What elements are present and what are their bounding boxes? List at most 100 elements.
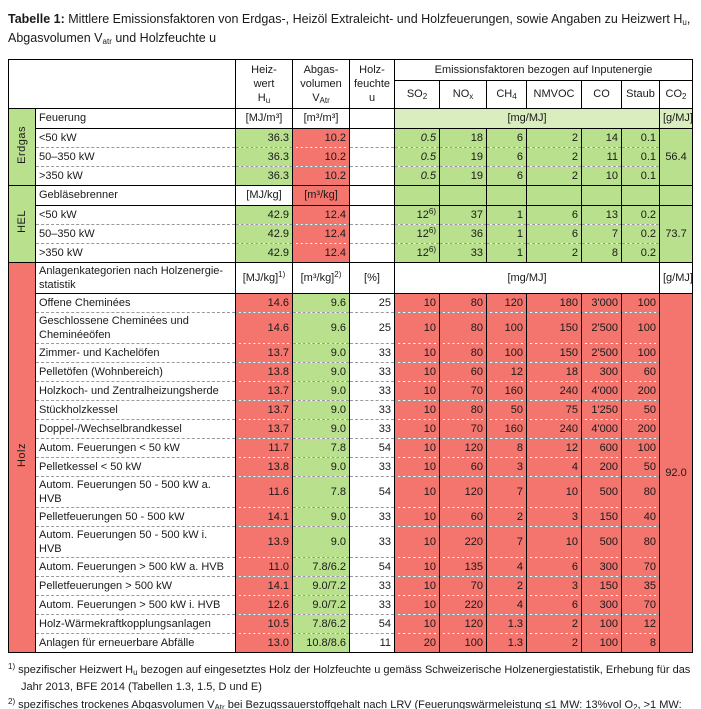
emission-value: 200	[581, 456, 622, 476]
emission-value: 126)	[394, 223, 440, 243]
heizwert-value: 13.8	[235, 456, 293, 476]
column-header-heizwert: Heiz-wert Hu	[235, 58, 293, 108]
row-label: >350 kW	[35, 165, 236, 185]
emission-value: 3	[526, 506, 582, 526]
emission-value: 12	[621, 613, 660, 633]
abgasvolumen-value: 9.0	[292, 399, 350, 419]
holzfeuchte-value	[349, 165, 395, 185]
holzfeuchte-value: 33	[349, 506, 395, 526]
row-label: Autom. Feuerungen > 500 kW i. HVB	[35, 594, 236, 614]
emission-value: 100	[621, 292, 660, 312]
abgasvolumen-value: 9.0	[292, 525, 350, 557]
emission-value: 3	[526, 575, 582, 595]
emission-value: 50	[621, 456, 660, 476]
emission-value: 18	[526, 361, 582, 381]
abgasvolumen-value: 9.0	[292, 361, 350, 381]
abgasvolumen-value: 10.2	[292, 146, 350, 166]
emission-value: 150	[526, 342, 582, 362]
heizwert-unit: [MJ/kg]1)	[235, 261, 293, 293]
row-label: Pelletfeuerungen 50 - 500 kW	[35, 506, 236, 526]
emission-value: 180	[526, 292, 582, 312]
emission-value: 18	[439, 127, 487, 147]
emission-value: 10	[394, 361, 440, 381]
heizwert-value: 42.9	[235, 204, 293, 224]
emission-value: 500	[581, 475, 622, 507]
holzfeuchte-value: 33	[349, 575, 395, 595]
emission-value: 6	[486, 165, 527, 185]
emission-value: 200	[621, 380, 660, 400]
emission-value: 60	[439, 361, 487, 381]
emission-value: 4	[486, 556, 527, 576]
emission-value: 80	[621, 475, 660, 507]
emission-value: 10	[394, 506, 440, 526]
row-label: Geschlossene Cheminées und Cheminéeöfen	[35, 311, 236, 343]
section-holz: Holz Anlagenkategorien nach Holzenergie-s…	[8, 261, 694, 652]
abgasvolumen-value: 9.0	[292, 380, 350, 400]
abgasvolumen-value: 7.8/6.2	[292, 556, 350, 576]
emission-value: 10	[526, 475, 582, 507]
row-label: Autom. Feuerungen < 50 kW	[35, 437, 236, 457]
section-label-text: Erdgas	[16, 125, 28, 164]
row-label: <50 kW	[35, 204, 236, 224]
emission-value: 100	[439, 632, 487, 652]
emission-value: 7	[486, 475, 527, 507]
emission-value: 80	[439, 399, 487, 419]
abgasvolumen-value: 7.8	[292, 437, 350, 457]
header-blank-cell	[8, 58, 236, 108]
emission-value: 1.3	[486, 613, 527, 633]
heizwert-value: 13.7	[235, 399, 293, 419]
emission-value: 10	[394, 418, 440, 438]
emission-value: 1	[486, 204, 527, 224]
row-label: Anlagen für erneuerbare Abfälle	[35, 632, 236, 652]
empty-emission-cell	[658, 184, 694, 205]
row-label: Pelletöfen (Wohnbereich)	[35, 361, 236, 381]
emission-value: 10	[394, 292, 440, 312]
row-label: Holz-Wärmekraftkopplungsanlagen	[35, 613, 236, 633]
emission-value: 80	[439, 292, 487, 312]
heizwert-value: 42.9	[235, 242, 293, 262]
abgasvolumen-unit: [m³/kg]	[292, 184, 350, 205]
emission-value: 200	[621, 418, 660, 438]
column-header-gas-3: NMVOC	[526, 79, 582, 108]
emission-value: 126)	[394, 204, 440, 224]
holzfeuchte-value: 33	[349, 456, 395, 476]
emission-value: 60	[621, 361, 660, 381]
table-title-text: Mittlere Emissionsfaktoren von Erdgas-, …	[8, 12, 691, 46]
emission-value: 6	[526, 556, 582, 576]
footnote-1: 1) spezifischer Heizwert Hu bezogen auf …	[8, 661, 691, 694]
heizwert-value: 13.7	[235, 342, 293, 362]
emission-value: 10	[394, 456, 440, 476]
emission-value: 120	[439, 437, 487, 457]
emission-value: 11	[581, 146, 622, 166]
empty-emission-cell	[394, 184, 440, 205]
emission-value: 120	[486, 292, 527, 312]
abgasvolumen-value: 9.0	[292, 342, 350, 362]
emission-factors-table: Heiz-wert Hu Abgas-volumen VAtr Holz-feuch…	[8, 58, 694, 653]
column-header-abgasvolumen: Abgas-volumen VAtr	[292, 58, 350, 108]
emission-value: 150	[581, 506, 622, 526]
section-label-text: HEL	[16, 210, 28, 233]
emission-value: 10	[394, 594, 440, 614]
heizwert-value: 11.0	[235, 556, 293, 576]
heizwert-unit: [MJ/m³]	[235, 107, 293, 128]
emission-value: 10	[394, 399, 440, 419]
section-label-erdgas: Erdgas	[8, 107, 36, 185]
emission-value: 70	[439, 418, 487, 438]
emission-value: 8	[621, 632, 660, 652]
emission-value: 2'500	[581, 342, 622, 362]
heizwert-unit: [MJ/kg]	[235, 184, 293, 205]
column-header-gas-6: CO2	[658, 79, 694, 108]
emission-value: 10	[394, 475, 440, 507]
abgasvolumen-unit: [m³/kg]2)	[292, 261, 350, 293]
holzfeuchte-value: 54	[349, 613, 395, 633]
column-header-gas-1: NOx	[439, 79, 487, 108]
section-label-holz: Holz	[8, 261, 36, 652]
emission-value: 7	[581, 223, 622, 243]
emission-value: 1.3	[486, 632, 527, 652]
abgasvolumen-value: 7.8/6.2	[292, 613, 350, 633]
emission-value: 0.5	[394, 165, 440, 185]
heizwert-value: 13.7	[235, 380, 293, 400]
emission-value: 80	[439, 311, 487, 343]
emission-value: 8	[486, 437, 527, 457]
abgasvolumen-value: 10.2	[292, 165, 350, 185]
